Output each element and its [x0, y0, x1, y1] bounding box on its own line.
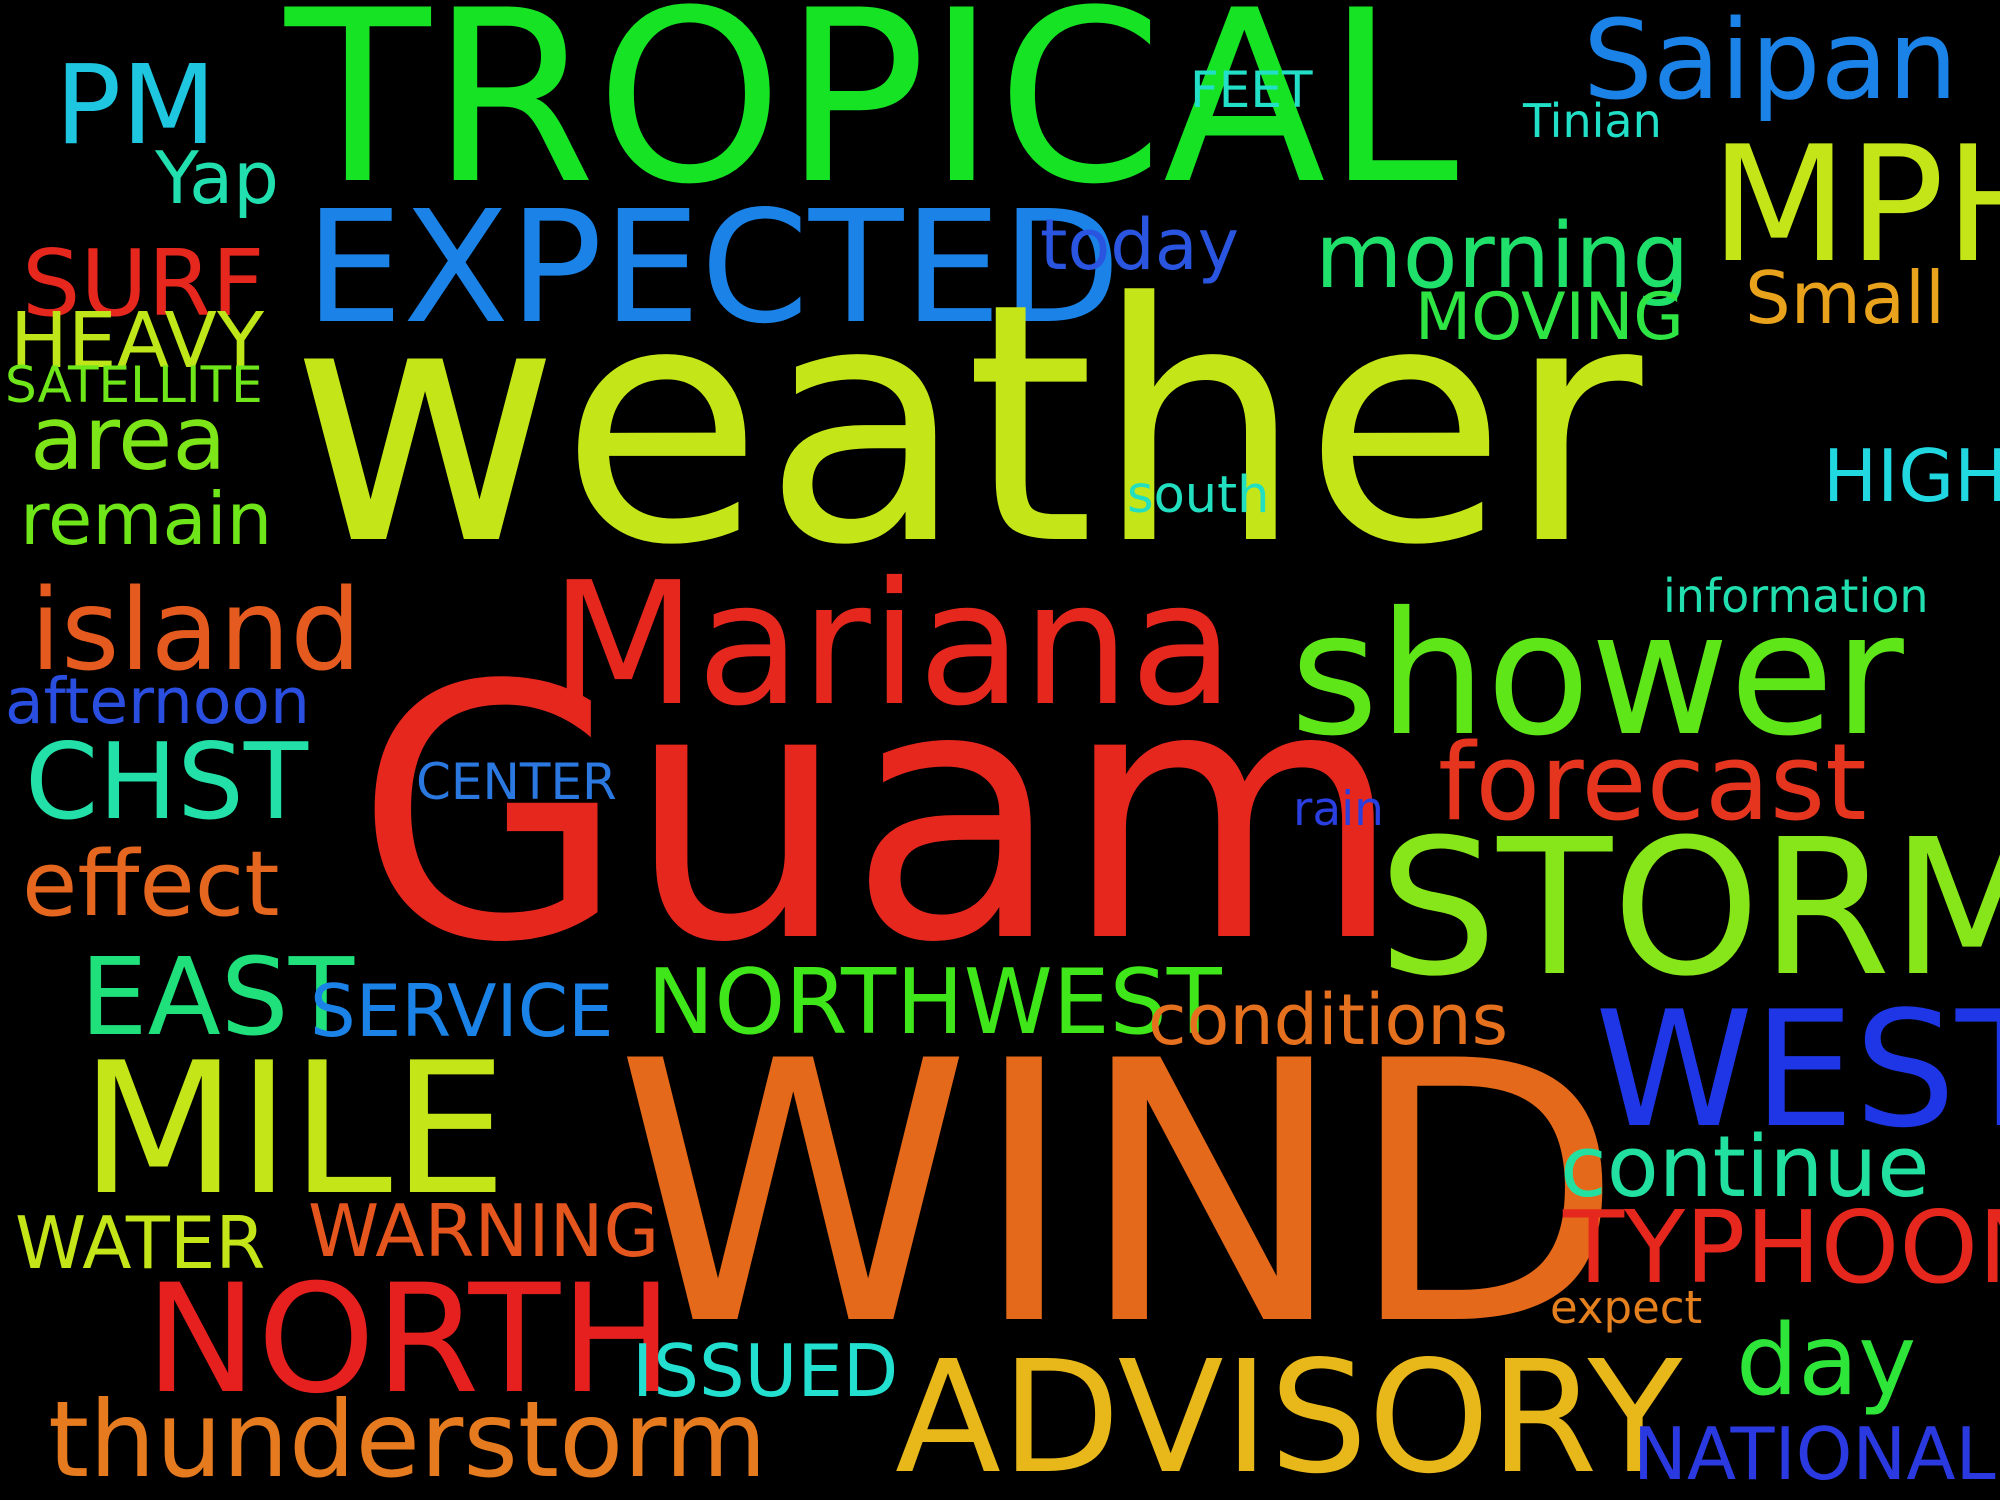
word-pm: PM [55, 41, 217, 169]
word-weather: weather [290, 233, 1643, 617]
word-today: today [1040, 204, 1240, 286]
word-issued: ISSUED [632, 1329, 899, 1413]
word-area: area [30, 387, 227, 490]
word-mph: MPH [1710, 111, 2000, 298]
word-mariana: Mariana [550, 546, 1235, 744]
word-remain: remain [20, 477, 273, 561]
word-feet: FEET [1190, 61, 1313, 119]
word-mile: MILE [80, 1023, 508, 1235]
word-wind: WIND [615, 985, 1624, 1404]
word-expect: expect [1550, 1281, 1703, 1334]
word-national: NATIONAL [1633, 1412, 1996, 1496]
word-continue: continue [1560, 1118, 1930, 1217]
word-south: south [1127, 466, 1270, 525]
word-expected: EXPECTED [305, 177, 1121, 358]
word-information: information [1663, 569, 1929, 623]
word-northwest: NORTHWEST [647, 950, 1222, 1055]
word-thunderstorm: thunderstorm [48, 1379, 767, 1500]
word-satellite: SATELLITE [5, 356, 263, 414]
word-shower: shower [1290, 576, 1904, 774]
word-yap: Yap [155, 136, 279, 220]
word-chst: CHST [25, 721, 309, 843]
word-west: WEST [1595, 976, 2000, 1163]
word-conditions: conditions [1148, 979, 1509, 1061]
word-rain: rain [1293, 782, 1384, 837]
word-morning: morning [1315, 204, 1690, 309]
word-storm: STORM [1378, 799, 2000, 1018]
word-service: SERVICE [310, 969, 614, 1053]
word-warning: WARNING [308, 1189, 660, 1273]
word-island: island [30, 566, 362, 696]
word-tinian: Tinian [1523, 94, 1662, 148]
word-forecast: forecast [1438, 721, 1867, 844]
word-heavy: HEAVY [10, 297, 265, 386]
word-moving: MOVING [1415, 280, 1684, 355]
word-tropical: TROPICAL [285, 0, 1459, 237]
word-east: EAST [80, 936, 355, 1060]
word-guam: Guam [355, 611, 1404, 1019]
word-surf: SURF [22, 230, 265, 337]
word-advisory: ADVISORY [895, 1327, 1683, 1500]
word-center: CENTER [416, 753, 617, 811]
word-day: day [1736, 1304, 1917, 1418]
word-water: WATER [15, 1201, 266, 1285]
word-afternoon: afternoon [5, 665, 310, 738]
word-saipan: Saipan [1583, 0, 1958, 124]
word-small: Small [1745, 256, 1945, 340]
word-north: NORTH [145, 1253, 674, 1427]
word-effect: effect [22, 832, 280, 937]
word-high: HIGH [1823, 434, 2000, 518]
